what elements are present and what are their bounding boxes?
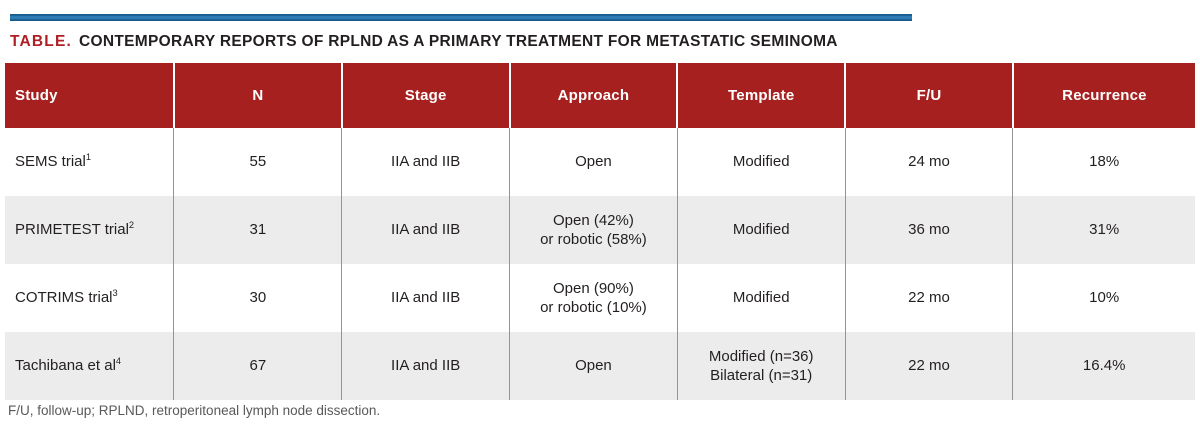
cell-recurrence: 10%: [1012, 264, 1195, 332]
cell-recurrence: 31%: [1012, 196, 1195, 264]
column-header-recurrence: Recurrence: [1011, 63, 1195, 128]
cell-template: Modified: [676, 196, 846, 264]
cell-recurrence: 18%: [1012, 128, 1195, 196]
cell-stage: IIA and IIB: [341, 196, 510, 264]
cell-fu: 22 mo: [844, 332, 1013, 400]
table-label: TABLE.: [10, 33, 73, 50]
cell-n: 30: [173, 264, 342, 332]
table-header-row: Study N Stage Approach Template F/U Recurrence: [5, 63, 1195, 128]
table-title-text: CONTEMPORARY REPORTS OF RPLND AS A PRIMA…: [79, 33, 838, 50]
cell-fu: 36 mo: [844, 196, 1013, 264]
cell-template: Modified: [676, 128, 846, 196]
table-row: Tachibana et al4 67 IIA and IIB Open Mod…: [5, 332, 1195, 400]
cell-template: Modified (n=36) Bilateral (n=31): [676, 332, 846, 400]
column-header-n: N: [172, 63, 342, 128]
column-header-fu: F/U: [844, 63, 1013, 128]
cell-study: COTRIMS trial3: [5, 264, 174, 332]
cell-approach: Open: [509, 332, 678, 400]
cell-approach: Open: [509, 128, 678, 196]
data-table: Study N Stage Approach Template F/U Recurrence…: [5, 63, 1195, 400]
cell-approach: Open (90%) or robotic (10%): [509, 264, 678, 332]
cell-study: Tachibana et al4: [5, 332, 174, 400]
cell-n: 31: [173, 196, 342, 264]
table-title: TABLE. CONTEMPORARY REPORTS OF RPLND AS A…: [10, 33, 1190, 51]
table-row: PRIMETEST trial2 31 IIA and IIB Open (42…: [5, 196, 1195, 264]
cell-approach: Open (42%) or robotic (58%): [509, 196, 678, 264]
column-header-study: Study: [5, 63, 174, 128]
cell-template: Modified: [676, 264, 846, 332]
cell-study: PRIMETEST trial2: [5, 196, 174, 264]
cell-recurrence: 16.4%: [1012, 332, 1195, 400]
cell-fu: 22 mo: [844, 264, 1013, 332]
cell-n: 55: [173, 128, 342, 196]
column-header-stage: Stage: [340, 63, 510, 128]
cell-n: 67: [173, 332, 342, 400]
cell-stage: IIA and IIB: [341, 332, 510, 400]
cell-study: SEMS trial1: [5, 128, 174, 196]
column-header-template: Template: [676, 63, 846, 128]
accent-bar: [10, 14, 912, 21]
table-row: SEMS trial1 55 IIA and IIB Open Modified…: [5, 128, 1195, 196]
table-row: COTRIMS trial3 30 IIA and IIB Open (90%)…: [5, 264, 1195, 332]
cell-stage: IIA and IIB: [341, 264, 510, 332]
footnote: F/U, follow-up; RPLND, retroperitoneal l…: [8, 403, 381, 418]
column-header-approach: Approach: [508, 63, 678, 128]
cell-stage: IIA and IIB: [341, 128, 510, 196]
cell-fu: 24 mo: [844, 128, 1013, 196]
table-body: SEMS trial1 55 IIA and IIB Open Modified…: [5, 128, 1195, 400]
